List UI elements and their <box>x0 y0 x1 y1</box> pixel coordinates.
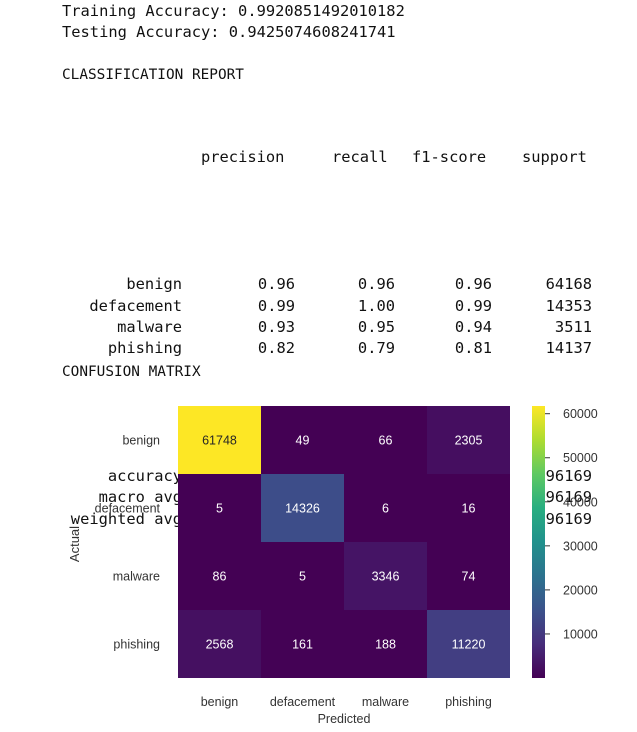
row-label: macro avg <box>98 488 182 507</box>
y-tick-label: phishing <box>113 638 160 652</box>
testing-accuracy: Testing Accuracy: 0.9425074608241741 <box>62 23 396 41</box>
colorbar <box>532 406 545 678</box>
row-recall: 1.00 <box>357 296 395 315</box>
row-label: benign <box>126 275 182 294</box>
header-f1-score: f1-score <box>412 147 487 166</box>
heatmap-cell-label: 188 <box>375 638 396 652</box>
y-tick-label: defacement <box>95 502 161 516</box>
heatmap-cell <box>427 406 510 474</box>
header-recall: recall <box>332 147 388 166</box>
row-recall: 0.96 <box>357 275 395 294</box>
row-precision: 0.93 <box>257 317 295 336</box>
heatmap-cell <box>344 406 427 474</box>
row-label: defacement <box>89 296 182 315</box>
heatmap-cell-label: 14326 <box>285 502 320 516</box>
colorbar-tick-label: 50000 <box>563 451 598 465</box>
heatmap-cell-label: 5 <box>299 570 306 584</box>
heatmap-cell <box>344 474 427 542</box>
report-header-row: precision recall f1-score support <box>62 147 602 168</box>
row-recall: 0.79 <box>357 339 395 358</box>
report-row: benign 0.96 0.96 0.96 64168 <box>62 274 602 295</box>
heatmap-cell <box>427 474 510 542</box>
row-label: accuracy <box>107 467 182 486</box>
heatmap-cell-label: 16 <box>462 502 476 516</box>
row-support: 14137 <box>545 339 592 358</box>
confusion-matrix-chart: 61748 49 66 2305 5 14326 6 16 86 5 3346 74 2568 161 18… <box>0 392 637 727</box>
y-tick-label: malware <box>113 570 160 584</box>
heatmap-cell <box>178 610 261 678</box>
heatmap-cell-label: 5 <box>216 502 223 516</box>
training-accuracy: Training Accuracy: 0.9920851492010182 <box>62 2 405 20</box>
heatmap-cell-label: 2305 <box>455 434 483 448</box>
heatmap-cell-label: 11220 <box>452 638 486 652</box>
header-precision: precision <box>201 147 285 166</box>
row-recall: 0.95 <box>357 317 395 336</box>
x-tick-label: phishing <box>445 695 492 709</box>
row-precision: 0.96 <box>257 275 295 294</box>
row-support: 96169 <box>545 488 592 507</box>
heatmap-cell <box>178 406 261 474</box>
heatmap-cell-label: 66 <box>379 434 393 448</box>
row-f1: 0.94 <box>454 317 492 336</box>
heatmap-cell-label: 86 <box>213 570 227 584</box>
heatmap-cell-label: 2568 <box>206 638 234 652</box>
heatmap-cell <box>178 474 261 542</box>
row-support: 96169 <box>545 467 592 486</box>
row-precision: 0.99 <box>257 296 295 315</box>
report-row: phishing 0.82 0.79 0.81 14137 <box>62 338 602 359</box>
row-f1: 0.99 <box>454 296 492 315</box>
row-label: malware <box>117 317 182 336</box>
heatmap-cell-label: 74 <box>462 570 476 584</box>
y-tick-label: benign <box>122 434 160 448</box>
heatmap-cell <box>261 474 344 542</box>
heatmap-cell-label: 3346 <box>372 570 400 584</box>
row-label: phishing <box>107 339 182 358</box>
x-tick-label: malware <box>362 695 409 709</box>
heatmap-cell <box>261 406 344 474</box>
report-row: malware 0.93 0.95 0.94 3511 <box>62 317 602 338</box>
heatmap-cell <box>427 542 510 610</box>
y-axis-label: Actual <box>67 526 82 562</box>
confusion-matrix-svg: 61748 49 66 2305 5 14326 6 16 86 5 3346 74 2568 161 18… <box>67 406 598 726</box>
heatmap-cell <box>344 542 427 610</box>
heatmap-cell <box>261 610 344 678</box>
heatmap-cell-label: 6 <box>382 502 389 516</box>
row-support: 64168 <box>545 275 592 294</box>
heatmap-cell <box>178 542 261 610</box>
row-precision: 0.82 <box>257 339 295 358</box>
row-support: 14353 <box>545 296 592 315</box>
colorbar-tick-label: 40000 <box>563 495 598 509</box>
header-support: support <box>522 147 587 166</box>
row-support: 3511 <box>554 317 592 336</box>
x-tick-label: benign <box>201 695 239 709</box>
row-support: 96169 <box>545 509 592 528</box>
heatmap-cell-label: 161 <box>292 638 313 652</box>
heatmap-cell-label: 61748 <box>202 434 237 448</box>
heatmap-cell-label: 49 <box>296 434 310 448</box>
colorbar-tick-label: 60000 <box>563 407 598 421</box>
report-row: defacement 0.99 1.00 0.99 14353 <box>62 296 602 317</box>
colorbar-tick-label: 20000 <box>563 583 598 597</box>
row-f1: 0.96 <box>454 275 492 294</box>
report-title: CLASSIFICATION REPORT <box>62 67 244 83</box>
row-label: weighted avg <box>70 509 182 528</box>
row-f1: 0.81 <box>454 339 492 358</box>
colorbar-tick-label: 30000 <box>563 539 598 553</box>
heatmap-cell <box>344 610 427 678</box>
colorbar-tick-label: 10000 <box>563 627 598 641</box>
x-axis-label: Predicted <box>318 712 371 726</box>
heatmap-cell <box>427 610 510 678</box>
confusion-title: CONFUSION MATRIX <box>62 364 201 380</box>
heatmap-cell <box>261 542 344 610</box>
x-tick-label: defacement <box>270 695 336 709</box>
